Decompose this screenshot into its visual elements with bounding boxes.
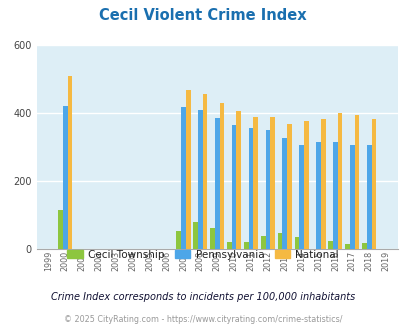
Bar: [58, 210, 63, 249]
Text: Crime Index corresponds to incidents per 100,000 inhabitants: Crime Index corresponds to incidents per…: [51, 292, 354, 302]
Bar: [337, 113, 342, 249]
Bar: [68, 76, 72, 249]
Bar: [193, 222, 198, 249]
Bar: [277, 233, 282, 249]
Bar: [298, 145, 303, 249]
Bar: [260, 236, 265, 249]
Bar: [185, 90, 190, 249]
Bar: [231, 125, 236, 249]
Bar: [294, 237, 298, 249]
Bar: [286, 124, 291, 249]
Bar: [210, 228, 214, 249]
Bar: [328, 241, 332, 249]
Bar: [243, 242, 248, 249]
Bar: [349, 145, 354, 249]
Text: Cecil Violent Crime Index: Cecil Violent Crime Index: [99, 8, 306, 23]
Bar: [366, 146, 371, 249]
Bar: [332, 142, 337, 249]
Bar: [214, 118, 219, 249]
Bar: [198, 110, 202, 249]
Bar: [315, 142, 320, 249]
Bar: [253, 117, 258, 249]
Bar: [320, 118, 325, 249]
Bar: [361, 243, 366, 249]
Bar: [202, 94, 207, 249]
Bar: [63, 106, 68, 249]
Bar: [248, 128, 253, 249]
Legend: Cecil Township, Pennsylvania, National: Cecil Township, Pennsylvania, National: [63, 246, 342, 264]
Bar: [371, 118, 375, 249]
Bar: [181, 107, 185, 249]
Bar: [344, 244, 349, 249]
Bar: [176, 231, 181, 249]
Text: © 2025 CityRating.com - https://www.cityrating.com/crime-statistics/: © 2025 CityRating.com - https://www.city…: [64, 315, 341, 324]
Bar: [219, 103, 224, 249]
Bar: [282, 138, 286, 249]
Bar: [303, 121, 308, 249]
Bar: [265, 130, 270, 249]
Bar: [270, 117, 274, 249]
Bar: [354, 115, 358, 249]
Bar: [226, 242, 231, 249]
Bar: [236, 112, 241, 249]
